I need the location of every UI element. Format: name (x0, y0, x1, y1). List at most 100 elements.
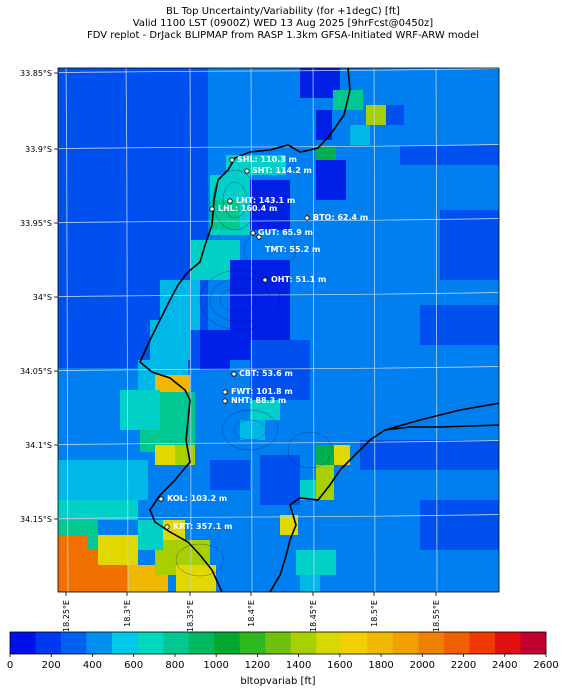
colorbar-tick-label: 200 (42, 660, 61, 671)
raster-cell (400, 145, 499, 165)
station-tmt: TMT: 55.2 m (256, 234, 320, 254)
station-krt: KRT: 357.1 m (164, 522, 232, 531)
station-dot (227, 198, 233, 204)
longitude-label: 18.55°E (432, 600, 441, 632)
map-title-line-1: BL Top Uncertainty/Variability (for +1de… (166, 6, 400, 17)
station-kol: KOL: 103.2 m (158, 494, 227, 503)
raster-cell (420, 500, 499, 550)
colorbar-swatch (316, 632, 343, 654)
raster-cell (360, 440, 499, 470)
station-sht: SHT: 114.2 m (244, 166, 312, 175)
station-label: CBT: 53.6 m (239, 369, 293, 378)
station-label: LHT: 143.1 m (236, 196, 295, 205)
raster-cell (176, 565, 216, 592)
colorbar-swatch (214, 632, 241, 654)
raster-cell (386, 105, 404, 125)
station-label: GUT: 65.9 m (258, 228, 313, 237)
raster-cell (155, 445, 175, 465)
longitude-label: 18.4°E (247, 600, 256, 627)
colorbar-tick-label: 2200 (451, 660, 476, 671)
station-dot (256, 234, 262, 240)
station-label: KRT: 357.1 m (173, 522, 232, 531)
station-label: FWT: 101.8 m (231, 387, 293, 396)
station-lht: LHT: 143.1 m (227, 196, 295, 205)
colorbar-swatch (163, 632, 189, 654)
station-dot (244, 168, 250, 174)
colorbar-swatch (469, 632, 496, 654)
raster-cell (120, 390, 160, 430)
colorbar-frame (9, 631, 547, 655)
colorbar-swatch (112, 632, 138, 654)
colorbar-swatch (239, 632, 266, 654)
colorbar-swatch (494, 632, 521, 654)
colorbar-swatch (265, 632, 292, 654)
station-dot (209, 206, 215, 212)
map-title-line-3: FDV replot - DrJack BLIPMAP from RASP 1.… (86, 30, 480, 41)
colorbar-swatch (35, 632, 62, 654)
colorbar-tick-label: 2400 (492, 660, 517, 671)
colorbar-tick-label: 800 (165, 660, 184, 671)
graticule-lines (58, 68, 499, 592)
colorbar-tick-label: 1000 (203, 660, 228, 671)
colorbar-swatch (61, 632, 87, 654)
station-dot (304, 215, 310, 221)
raster-cells (58, 68, 499, 592)
colorbar-swatch (443, 632, 470, 654)
raster-cell (175, 445, 195, 465)
latitude-label: 34.15°S (20, 515, 52, 524)
terrain-contours (175, 169, 333, 577)
latitude-label: 34.1°S (25, 441, 52, 450)
station-dot (222, 389, 228, 395)
raster-cell (155, 375, 190, 395)
coastline (139, 68, 499, 592)
raster-cell (316, 160, 346, 200)
raster-cell (58, 535, 88, 592)
station-label: LHL: 160.4 m (218, 204, 277, 213)
colorbar-tick-label: 2600 (533, 660, 558, 671)
station-cbt: CBT: 53.6 m (231, 369, 293, 378)
station-label: TMT: 55.2 m (265, 245, 320, 254)
latitude-label: 33.9°S (25, 145, 52, 154)
map-frame (57, 67, 500, 593)
station-dot (222, 398, 228, 404)
longitude-label: 18.3°E (123, 600, 132, 627)
colorbar-tick-label: 1600 (327, 660, 352, 671)
latitude-label: 33.85°S (20, 69, 52, 78)
station-oht: OHT: 51.1 m (262, 275, 326, 284)
raster-cell (150, 320, 190, 360)
raster-cell (366, 105, 386, 125)
station-markers: SHL: 110.3 m SHT: 114.2 m LHT: 143.1 mLHL:… (158, 155, 368, 531)
raster-cell (296, 550, 336, 575)
latitude-label: 33.95°S (20, 219, 52, 228)
colorbar-swatch (188, 632, 215, 654)
station-dot (229, 157, 235, 163)
longitude-label: 18.5°E (370, 600, 379, 627)
station-dot (250, 230, 256, 236)
raster-cell (98, 535, 138, 565)
raster-cell (210, 460, 250, 490)
raster-cell (250, 340, 310, 400)
colorbar-tick-label: 400 (83, 660, 102, 671)
colorbar-tick-label: 0 (7, 660, 13, 671)
raster-cell (316, 465, 334, 500)
colorbar-swatch (290, 632, 317, 654)
station-gut: GUT: 65.9 m (250, 228, 313, 237)
raster-cell (334, 445, 350, 465)
colorbar-tick-label: 1200 (245, 660, 270, 671)
colorbar-tick-label: 600 (124, 660, 143, 671)
station-label: OHT: 51.1 m (271, 275, 326, 284)
colorbar-swatch (341, 632, 368, 654)
longitude-labels: 18.25°E 18.3°E 18.35°E 18.4°E 18.45°E 18.5°E 1… (62, 592, 441, 632)
station-dot (231, 371, 237, 377)
latitude-labels: 33.85°S 33.9°S 33.95°S 34°S 34.05°S 34.1°S 34.… (20, 69, 58, 524)
colorbar-swatch (367, 632, 394, 654)
colorbar-tick-label: 1400 (286, 660, 311, 671)
station-dot (164, 524, 170, 530)
station-shl: SHL: 110.3 m (229, 155, 297, 164)
raster-cell (440, 210, 499, 280)
station-nht: NHT: 88.3 m (222, 396, 286, 405)
station-fwt: FWT: 101.8 m (222, 387, 293, 396)
longitude-label: 18.35°E (186, 600, 195, 632)
latitude-label: 34.05°S (20, 367, 52, 376)
